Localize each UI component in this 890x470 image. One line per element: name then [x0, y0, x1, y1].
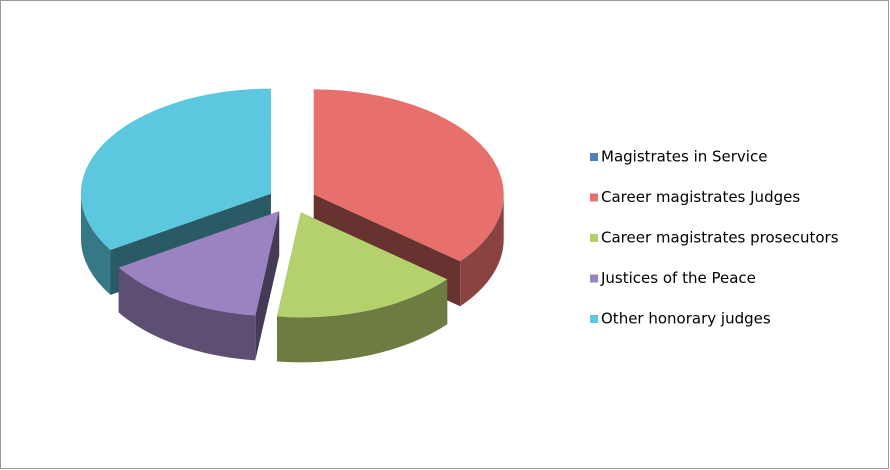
slice-top: [313, 89, 504, 262]
slice-side: [460, 194, 504, 307]
legend-label: Career magistrates prosecutors: [601, 229, 839, 247]
pie-slice: [118, 211, 280, 361]
slice-top: [118, 211, 280, 316]
slice-side: [80, 193, 111, 295]
legend-label: Career magistrates Judges: [601, 188, 800, 206]
pie-slice: [277, 212, 448, 363]
slice-side: [277, 279, 448, 363]
legend-swatch: [590, 153, 598, 161]
slice-top: [80, 88, 271, 250]
legend-label: Justices of the Peace: [600, 269, 756, 287]
legend-swatch: [590, 274, 598, 283]
legend-swatch: [590, 193, 598, 202]
slice-top: [277, 212, 448, 318]
legend-label: Magistrates in Service: [601, 148, 767, 166]
slice-side: [118, 267, 256, 361]
legend-label: Other honorary judges: [601, 310, 771, 328]
legend-swatch: [590, 315, 598, 323]
legend-swatch: [590, 234, 598, 242]
